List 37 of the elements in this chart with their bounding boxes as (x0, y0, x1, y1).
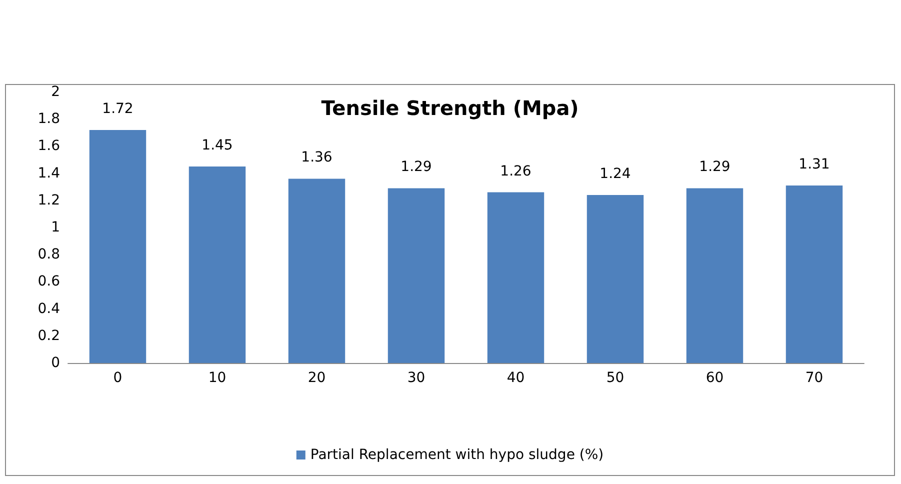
y-tick-label: 0.4 (38, 300, 60, 317)
chart-title: Tensile Strength (Mpa) (321, 96, 579, 120)
y-tick-label: 1.6 (38, 138, 60, 154)
data-label: 1.72 (102, 100, 134, 117)
bar (786, 185, 843, 363)
y-tick-label: 0 (51, 355, 60, 371)
y-tick-label: 1.4 (38, 165, 60, 182)
bar (89, 130, 146, 363)
data-label: 1.29 (400, 159, 432, 176)
x-tick-label: 40 (506, 370, 525, 386)
data-label: 1.45 (202, 138, 233, 154)
bar (388, 188, 445, 363)
bar (586, 194, 644, 363)
x-tick-label: 70 (805, 370, 824, 386)
x-tick-label: 50 (606, 370, 624, 386)
x-tick-label: 0 (113, 370, 122, 386)
y-tick-label: 0.2 (38, 328, 60, 344)
data-label: 1.24 (600, 166, 631, 182)
y-tick-label: 1 (51, 220, 60, 236)
y-tick-label: 0.8 (38, 246, 60, 263)
y-tick-label: 0.6 (38, 274, 60, 290)
y-tick-label: 1.2 (38, 192, 60, 208)
data-label: 1.36 (301, 150, 332, 166)
x-tick-label: 10 (208, 370, 226, 386)
data-label: 1.31 (798, 156, 830, 172)
data-label: 1.26 (500, 163, 532, 180)
bar (288, 178, 346, 363)
legend-label: Partial Replacement with hypo sludge (%) (310, 447, 604, 463)
x-tick-label: 60 (706, 370, 724, 386)
bar (686, 188, 744, 363)
y-tick-label: 2 (51, 84, 60, 100)
x-tick-label: 20 (308, 370, 326, 386)
bar (188, 166, 246, 363)
data-label: 1.29 (699, 159, 730, 176)
bar (487, 192, 544, 363)
x-tick-label: 30 (407, 370, 426, 386)
y-tick-label: 1.8 (38, 111, 60, 128)
